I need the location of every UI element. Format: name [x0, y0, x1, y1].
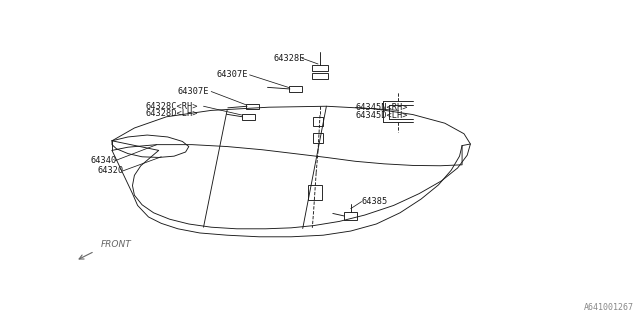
- FancyBboxPatch shape: [312, 65, 328, 71]
- FancyBboxPatch shape: [289, 86, 302, 92]
- Text: 64328D<LH>: 64328D<LH>: [146, 109, 198, 118]
- Text: 64340: 64340: [91, 156, 117, 165]
- FancyBboxPatch shape: [312, 73, 328, 79]
- Text: 64328E: 64328E: [274, 54, 305, 63]
- Text: 64307E: 64307E: [178, 87, 209, 96]
- Text: 64345N<RH>: 64345N<RH>: [355, 103, 408, 112]
- Text: A641001267: A641001267: [584, 303, 634, 312]
- Text: 64345D<LH>: 64345D<LH>: [355, 111, 408, 120]
- FancyBboxPatch shape: [246, 103, 259, 109]
- Text: 64328C<RH>: 64328C<RH>: [146, 102, 198, 111]
- Text: 64320: 64320: [97, 166, 124, 175]
- FancyBboxPatch shape: [308, 185, 322, 200]
- FancyBboxPatch shape: [344, 212, 357, 220]
- Text: FRONT: FRONT: [101, 240, 132, 249]
- FancyBboxPatch shape: [313, 133, 323, 143]
- Text: 64307E: 64307E: [216, 70, 248, 79]
- FancyBboxPatch shape: [313, 117, 323, 126]
- Text: 64385: 64385: [362, 197, 388, 206]
- FancyBboxPatch shape: [242, 114, 255, 119]
